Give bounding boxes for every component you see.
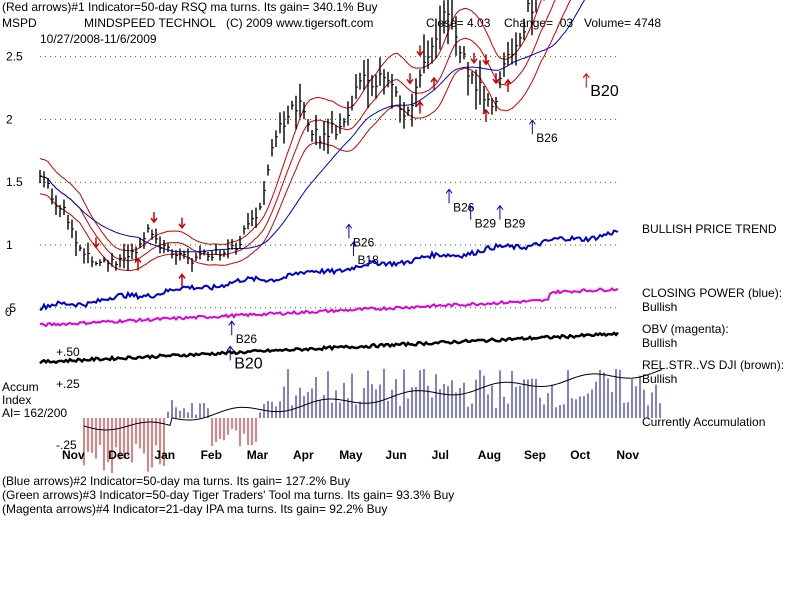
obv-label: OBV (magenta): (642, 322, 729, 336)
relstr-label: REL.STR..VS DJI (brown): (642, 358, 785, 372)
annotation-arrow (528, 119, 536, 135)
annotation-label: B29 (504, 217, 526, 231)
indicator-1-caption: (Red arrows)#1 Indicator=50-day RSQ ma t… (2, 0, 378, 14)
annotation-label: B26 (536, 131, 558, 145)
accum-status: Currently Accumulation (642, 415, 766, 429)
indicator-3-caption: (Green arrows)#3 Indicator=50-day Tiger … (2, 488, 455, 502)
annotation-label: B26 (453, 200, 475, 214)
red-sell-arrow (150, 212, 158, 224)
annotation-label: B18 (358, 253, 380, 267)
obv-line (39, 287, 619, 328)
x-tick-label: Oct (570, 448, 590, 462)
accum-plus25-label: +.25 (56, 377, 80, 391)
date-range: 10/27/2008-11/6/2009 (40, 32, 157, 46)
annotation-arrow (496, 204, 504, 220)
lower-band-line (39, 0, 572, 272)
change-value: Change= .03 (504, 16, 574, 30)
red-buy-arrow (504, 78, 512, 92)
accum-index-title-1: Accum (2, 380, 39, 394)
annotation-arrow (582, 72, 590, 88)
x-tick-label: May (339, 448, 363, 462)
red-sell-arrow (470, 52, 478, 64)
closing-power-label: CLOSING POWER (blue): (642, 286, 783, 300)
red-sell-arrow (406, 73, 414, 85)
red-sell-arrow (492, 72, 500, 85)
red-buy-arrow (134, 257, 142, 271)
red-sell-arrow (178, 217, 186, 230)
price-trend-label: BULLISH PRICE TREND (642, 222, 777, 236)
closing-power-zero-label: 0 (5, 305, 12, 319)
x-tick-label: Aug (478, 448, 501, 462)
accum-index-title-2: Index (2, 393, 32, 407)
y-tick-label: 2 (6, 112, 13, 126)
indicator-4-caption: (Magenta arrows)#4 Indicator=21-day IPA … (2, 502, 388, 516)
company-name: MINDSPEED TECHNOL (84, 16, 216, 30)
ma50-line (39, 0, 586, 253)
upper-band-line (39, 0, 542, 252)
annotation-arrow (345, 223, 353, 239)
annotation-label: B20 (234, 355, 263, 372)
annotation-arrow (467, 204, 475, 220)
y-tick-label: 1.5 (6, 175, 23, 189)
obv-value: Bullish (642, 336, 678, 350)
red-sell-arrow (92, 237, 100, 249)
x-tick-label: Sep (524, 448, 546, 462)
closing-power-value: Bullish (642, 300, 678, 314)
accum-index-ma-line (83, 369, 663, 431)
x-tick-label: Mar (247, 448, 269, 462)
y-tick-label: 3 (6, 0, 13, 1)
x-tick-label: Feb (201, 448, 222, 462)
annotation-label: B26 (353, 235, 375, 249)
x-tick-label: Jun (385, 448, 406, 462)
x-tick-label: Nov (62, 448, 85, 462)
ticker-symbol: MSPD (2, 16, 37, 30)
x-tick-label: Nov (616, 448, 639, 462)
red-sell-arrow (416, 45, 424, 57)
relative-strength-line (39, 331, 619, 365)
x-tick-label: Apr (293, 448, 314, 462)
volume-value: Volume= 4748 (584, 16, 662, 30)
annotation-arrow (228, 320, 236, 336)
x-tick-label: Jul (432, 448, 449, 462)
red-buy-arrow (178, 273, 186, 287)
red-buy-arrow (482, 108, 490, 122)
annotation-arrow (350, 241, 357, 257)
y-tick-label: 1 (6, 238, 13, 252)
red-buy-arrow (416, 100, 424, 114)
copyright: (C) 2009 www.tigersoft.com (226, 16, 374, 30)
red-buy-arrow (430, 76, 438, 90)
accum-index-ai-value: AI= 162/200 (2, 406, 68, 420)
annotation-label: B20 (590, 83, 619, 100)
annotation-arrow (445, 188, 453, 204)
y-tick-label: 2.5 (6, 50, 23, 64)
closing-power-line (39, 229, 619, 312)
x-tick-label: Jan (154, 448, 175, 462)
annotation-label: B29 (475, 217, 497, 231)
annotation-label: B26 (236, 332, 258, 346)
y-tick-label: .5 (6, 301, 16, 315)
relstr-value: Bullish (642, 372, 678, 386)
x-tick-label: Dec (108, 448, 130, 462)
indicator-2-caption: (Blue arrows)#2 Indicator=50-day ma turn… (2, 474, 351, 488)
relstr-plus50-label: +.50 (56, 345, 80, 359)
accum-minus25-label: -.25 (56, 438, 77, 452)
close-value: Close= 4.03 (426, 16, 491, 30)
red-sell-arrow (482, 54, 490, 66)
ma21-line (39, 0, 556, 262)
